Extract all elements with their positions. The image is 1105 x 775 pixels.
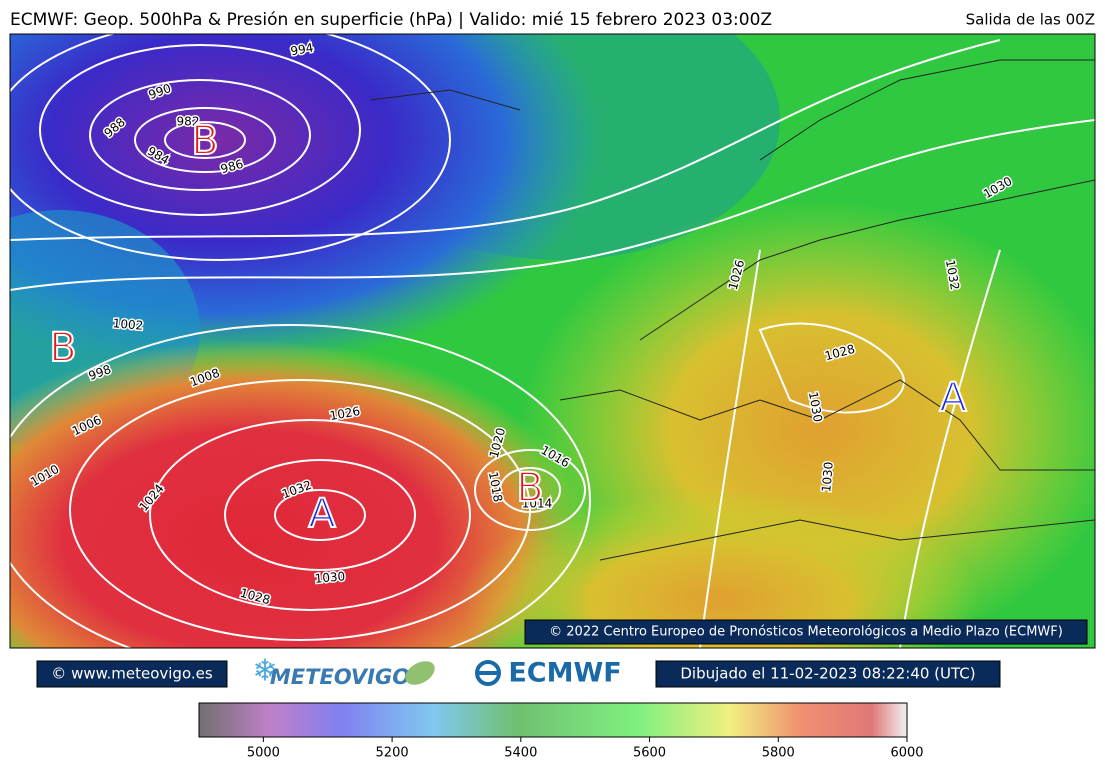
site: © www.meteovigo.es	[51, 665, 213, 683]
leaf-icon	[405, 661, 435, 685]
isobar-label: 1026	[329, 404, 362, 423]
isobar-label: 1030	[314, 569, 346, 586]
isobar-label: 1018	[486, 471, 505, 504]
isobar-label: 1014	[522, 497, 553, 511]
title: ECMWF: Geop. 500hPa & Presión en superfi…	[10, 10, 772, 30]
pressure-center: A	[939, 375, 967, 421]
pressure-center: B	[516, 465, 543, 511]
isobar-label: 1002	[112, 316, 144, 333]
colorbar-tick-label: 6000	[890, 746, 923, 761]
isobar-label: 982	[177, 115, 200, 129]
drawn-date: Dibujado el 11-02-2023 08:22:40 (UTC)	[680, 665, 975, 683]
copyright: © 2022 Centro Europeo de Pronósticos Met…	[549, 625, 1063, 640]
colorbar-ticks: 5000 5200 5400 5600 5800 6000	[247, 737, 924, 761]
ecmwf-logo: ECMWF	[508, 658, 621, 689]
snowflake-icon: ❄	[252, 654, 277, 689]
pressure-centers: B B A B A	[48, 117, 968, 538]
pressure-center: B	[49, 325, 76, 371]
isobars	[10, 34, 1095, 648]
coastlines	[369, 59, 1095, 561]
colorbar-tick-label: 5000	[247, 746, 280, 761]
isobar-label: 994	[289, 41, 314, 59]
isobar-label: 1032	[943, 259, 962, 292]
drawn-box	[655, 660, 1001, 688]
map-frame	[9, 33, 1096, 649]
isobar-label: 1030	[819, 461, 836, 493]
run-label: Salida de las 00Z	[966, 11, 1095, 29]
colorbar-tick-label: 5400	[504, 746, 537, 761]
isobar-label: 1030	[806, 391, 825, 424]
site-box	[36, 660, 228, 688]
colorbar-tick-label: 5200	[376, 746, 409, 761]
pressure-center: A	[308, 491, 336, 537]
ecmwf-icon	[475, 660, 501, 686]
colorbar	[198, 702, 908, 738]
field-shade	[10, 340, 590, 648]
pressure-center: B	[191, 118, 218, 164]
colorbar-tick-label: 5600	[633, 746, 666, 761]
meteovigo-logo: METEOVIGO	[270, 665, 410, 689]
colorbar-tick-label: 5800	[762, 746, 795, 761]
copyright-box	[524, 619, 1088, 645]
